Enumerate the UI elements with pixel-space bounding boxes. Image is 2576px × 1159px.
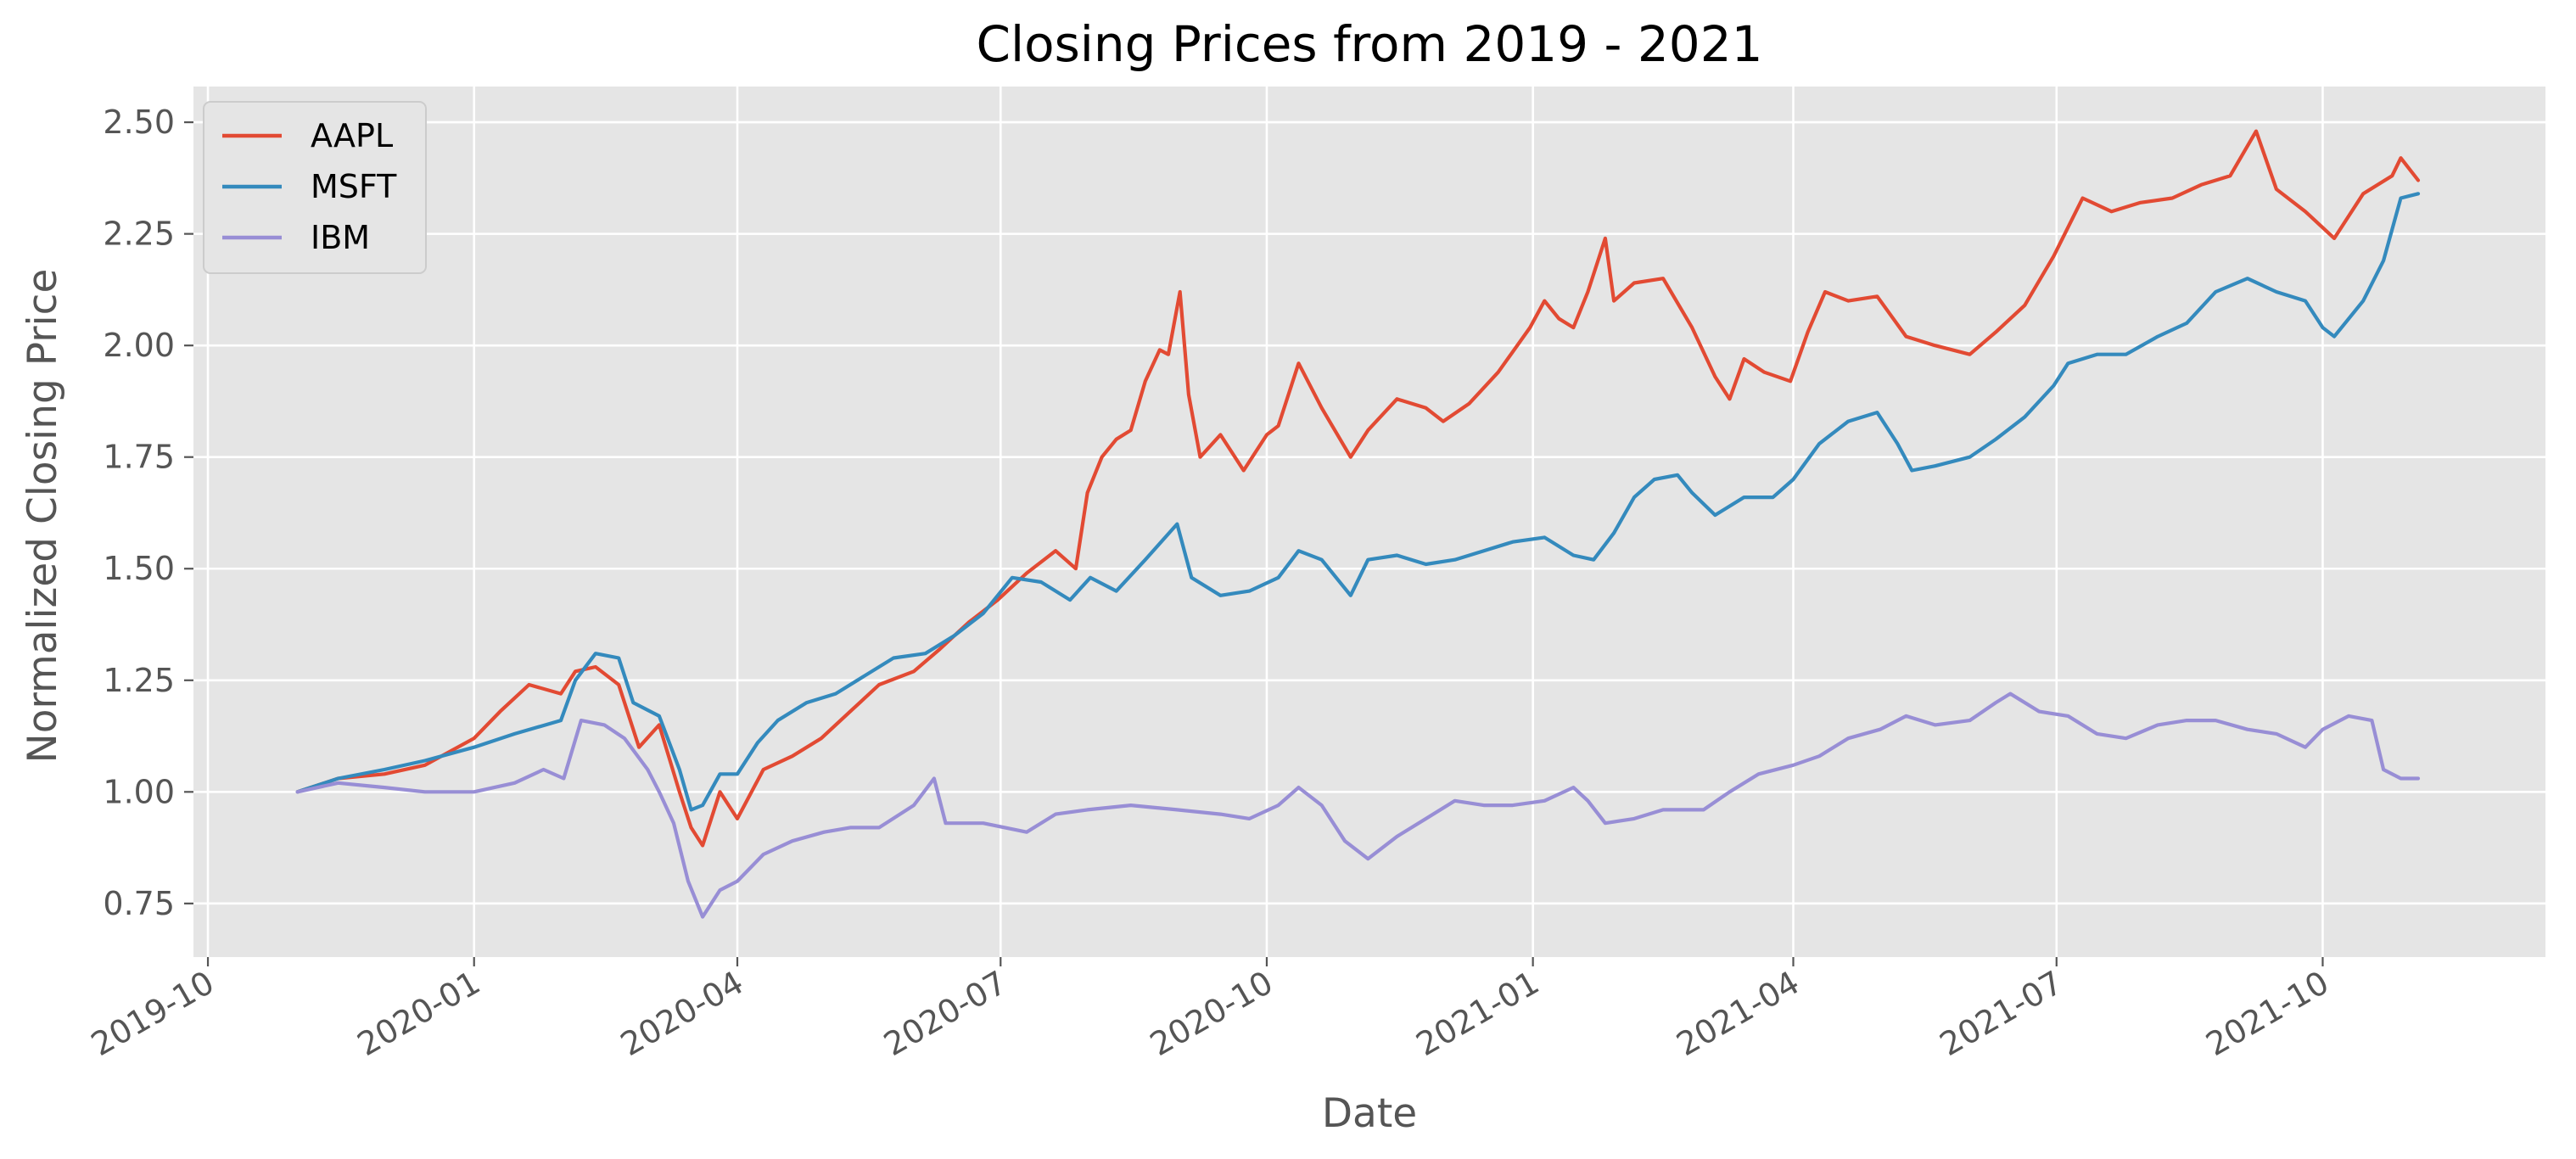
legend-box [203,101,427,274]
series-lines [295,129,2421,919]
y-tick-label: 1.00 [103,773,175,810]
plot-area [193,87,2545,957]
series-line-ibm [295,691,2421,919]
series-line-msft [295,192,2421,812]
x-axis-label: Date [1322,1090,1417,1137]
series-line-aapl [295,129,2421,848]
y-tick-label: 0.75 [103,885,175,922]
y-tick-label: 1.75 [103,439,175,476]
legend-label-msft: MSFT [311,168,397,205]
y-tick-label: 2.00 [103,327,175,364]
y-tick-label: 2.25 [103,216,175,253]
legend-label-ibm: IBM [311,219,370,256]
chart-title: Closing Prices from 2019 - 2021 [976,15,1762,73]
legend: AAPL MSFT IBM [203,101,427,274]
y-axis: 0.75 1.00 1.25 1.50 1.75 2.00 2.25 2.50 [103,104,193,922]
y-tick-label: 2.50 [103,104,175,141]
y-axis-label: Normalized Closing Price [20,269,66,764]
legend-label-aapl: AAPL [311,117,393,154]
y-tick-label: 1.25 [103,662,175,699]
y-tick-label: 1.50 [103,550,175,587]
